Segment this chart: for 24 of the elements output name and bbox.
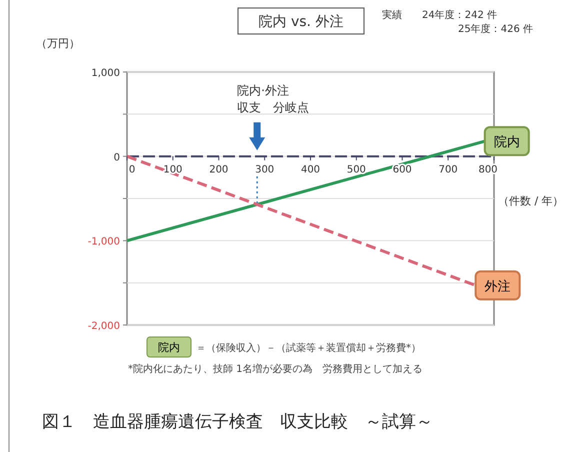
series-label: 院内	[494, 135, 520, 150]
text: ＝（保険収入）－（試薬等＋装置償却＋労務費*）	[196, 342, 421, 354]
series-label: 外注	[484, 279, 511, 294]
x-tick-label: 100	[163, 164, 182, 176]
y-tick-label: -2,000	[88, 321, 120, 332]
x-tick-label: 500	[346, 164, 366, 176]
y-tick-label: -1,000	[88, 236, 120, 248]
x-tick-label: 700	[438, 164, 458, 176]
annotation: 収支 分岐点	[237, 100, 310, 114]
annotation: 院内·外注	[237, 83, 289, 98]
text: *院内化にあたり、技師 1名増が必要の為 労務費用として加える	[128, 363, 423, 375]
caption: 図１ 造血器腫瘍遺伝子検査 収支比較 ～試算～	[42, 412, 433, 432]
x-tick-label: 300	[255, 164, 274, 176]
y-tick-label: 0	[114, 152, 120, 164]
y-axis-title: （万円）	[36, 37, 80, 50]
chart-subtitle: 実績 24年度：242 件 25年度：426 件	[382, 9, 533, 35]
x-axis-title: （件数 / 年）	[498, 194, 564, 208]
text: 院内	[158, 341, 180, 354]
x-tick-label: 400	[300, 164, 320, 176]
x-tick-label: 200	[209, 164, 228, 176]
x-tick-label: 600	[392, 164, 412, 176]
y-tick-label: 1,000	[91, 68, 120, 79]
x-tick-label: 0	[128, 164, 136, 176]
chart-title: 院内 vs. 外注	[258, 14, 344, 30]
